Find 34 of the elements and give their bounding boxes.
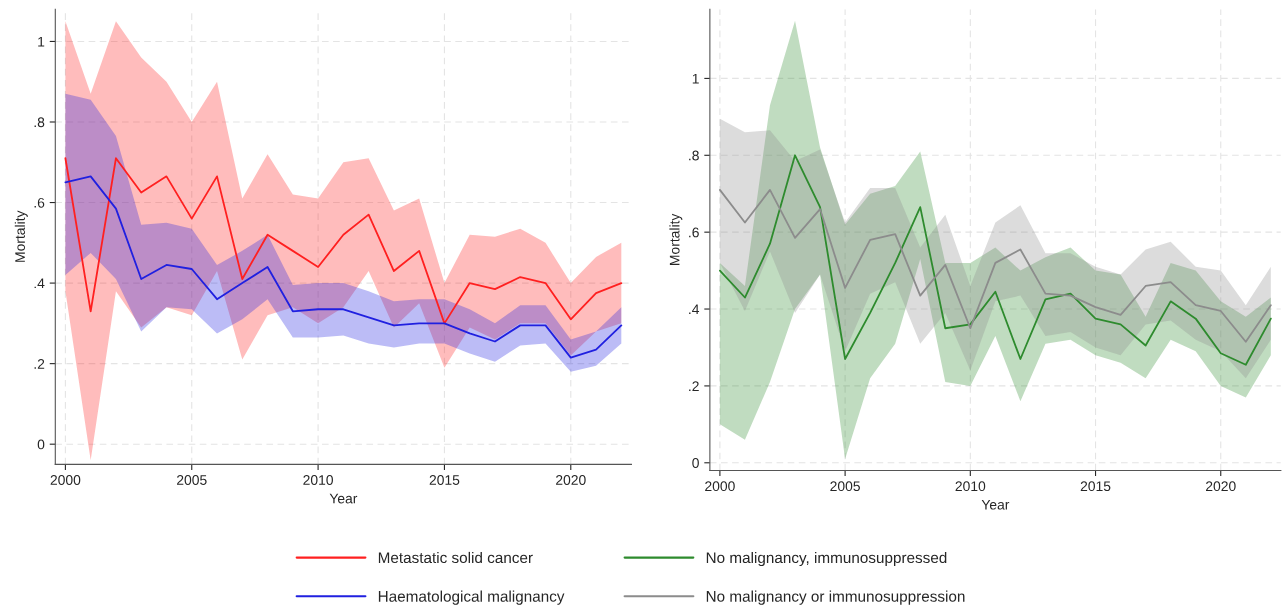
y-axis-title: Mortality xyxy=(669,213,683,265)
x-axis-title: Year xyxy=(981,499,1010,510)
y-tick-label: .6 xyxy=(689,227,699,238)
x-tick-label: 2005 xyxy=(177,475,207,485)
y-tick-label: 1 xyxy=(38,36,45,47)
x-tick-label: 2000 xyxy=(705,481,735,492)
legend-label: No malignancy or immunosuppression xyxy=(706,590,965,605)
x-axis-title: Year xyxy=(329,493,358,504)
y-tick-label: 0 xyxy=(37,439,45,450)
x-tick-label: 2015 xyxy=(429,475,460,485)
x-tick-label: 2015 xyxy=(1080,481,1111,492)
x-tick-label: 2010 xyxy=(955,481,986,492)
y-tick-label: .6 xyxy=(34,197,45,208)
x-tick-label: 2020 xyxy=(1206,481,1236,492)
x-tick-label: 2010 xyxy=(303,475,333,485)
y-tick-label: .2 xyxy=(689,381,699,391)
y-tick-label: .8 xyxy=(34,117,45,128)
x-tick-label: 2005 xyxy=(830,481,860,492)
y-tick-label: .8 xyxy=(689,150,699,161)
x-tick-label: 2020 xyxy=(556,475,586,485)
y-tick-label: 1 xyxy=(692,73,699,84)
line-series xyxy=(64,175,623,359)
x-tick-label: 2000 xyxy=(50,475,81,485)
legend-label: No malignancy, immunosuppressed xyxy=(706,551,947,567)
line-series xyxy=(718,154,1272,366)
legend-label: Metastatic solid cancer xyxy=(378,551,533,564)
line-series xyxy=(718,188,1272,343)
y-axis-title: Mortality xyxy=(14,210,28,262)
line-series xyxy=(64,157,623,325)
y-tick-label: .2 xyxy=(34,358,45,369)
legend-label: Haematological malignancy xyxy=(378,590,565,605)
y-tick-label: .4 xyxy=(34,278,45,289)
y-tick-label: 0 xyxy=(692,458,699,468)
y-tick-label: .4 xyxy=(689,304,700,315)
